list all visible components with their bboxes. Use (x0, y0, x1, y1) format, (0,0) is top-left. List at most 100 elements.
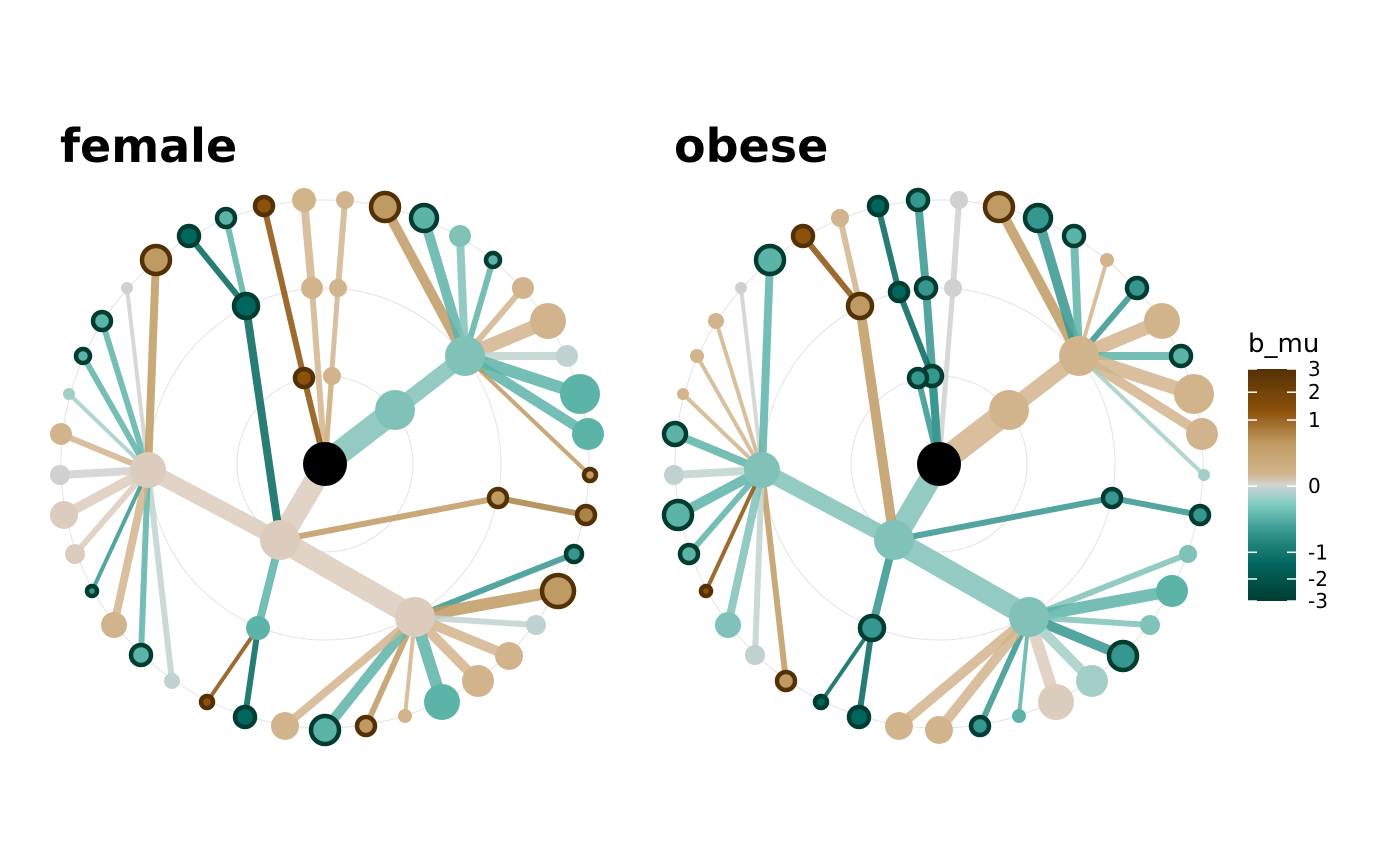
tree-node (1144, 303, 1180, 339)
tree-edge (282, 613, 418, 730)
tree-node (1076, 665, 1108, 697)
tree-node (395, 597, 435, 637)
tree-edge (994, 204, 1084, 359)
tree-node (661, 420, 689, 448)
tree-node (130, 452, 166, 488)
tree-edge (856, 627, 875, 718)
tree-node (449, 225, 471, 247)
tree-edge (758, 259, 774, 471)
legend-tick-label: 1 (1308, 408, 1321, 432)
legend-colorbar (1248, 369, 1296, 601)
tree-node (512, 277, 534, 299)
tree-node (368, 190, 402, 224)
tree-node (1124, 275, 1150, 301)
tree-node (677, 388, 689, 400)
tree-edge (893, 495, 1113, 543)
tree-edge (819, 626, 874, 704)
tree-edge (1111, 495, 1201, 518)
tree-node (462, 665, 494, 697)
tree-node (486, 486, 510, 510)
tree-node (563, 543, 585, 565)
tree-node (90, 309, 114, 333)
tree-node (530, 303, 566, 339)
tree-node (1179, 545, 1197, 563)
tree-node (1100, 253, 1114, 267)
tree-node (398, 709, 412, 723)
tree-edge (895, 613, 1033, 730)
tree-node (354, 714, 378, 738)
tree-edge (67, 392, 150, 472)
tree-edge (1028, 614, 1151, 628)
tree-edge (739, 287, 764, 471)
tree-node (139, 243, 173, 277)
tree-node (1168, 343, 1194, 369)
tree-edge (875, 205, 902, 293)
tree-node (301, 277, 323, 299)
tree-node (556, 345, 578, 367)
tree-node (408, 202, 440, 234)
tree-node (664, 465, 684, 485)
tree-node (84, 583, 100, 599)
tree-node (271, 712, 299, 740)
legend-tick-label: -1 (1308, 540, 1328, 564)
tree-node (121, 282, 133, 294)
tree-node (968, 714, 992, 738)
tree-edge (242, 627, 261, 718)
nodes-obese (661, 187, 1218, 744)
tree-node (445, 336, 485, 376)
tree-node (905, 187, 931, 213)
tree-node (661, 498, 695, 532)
tree-node (812, 693, 830, 711)
panel-title-obese: obese (674, 119, 828, 173)
tree-edge (72, 468, 151, 556)
tree-edge (144, 259, 160, 471)
tree-node (845, 291, 875, 321)
tree-edge (800, 234, 863, 308)
tree-node (1038, 684, 1074, 720)
tree-node (214, 206, 238, 230)
tree-node (744, 452, 780, 488)
tree-edge (144, 462, 284, 548)
tree-node (1198, 469, 1210, 481)
tree-node (677, 542, 701, 566)
tree-edge (138, 469, 151, 656)
tree-node (424, 684, 460, 720)
tree-node (1061, 223, 1087, 249)
tree-node (50, 423, 72, 445)
tree-edge (414, 614, 537, 628)
tree-edge (462, 351, 591, 439)
tree-edge (186, 234, 249, 308)
tree-edge (752, 469, 765, 656)
tree-node (176, 223, 202, 249)
tree-edge (1033, 216, 1084, 358)
tree-node (944, 279, 962, 297)
tree-node (495, 642, 523, 670)
tree-node (1106, 639, 1140, 673)
tree-node (887, 280, 911, 304)
tree-node (913, 275, 939, 301)
tree-edge (681, 392, 764, 472)
tree-edge (335, 199, 348, 289)
tree-edge (936, 287, 956, 465)
tree-node (925, 716, 953, 744)
tree-node (483, 250, 503, 270)
tree-node (982, 190, 1016, 224)
tree-edge (380, 204, 470, 359)
tree-node (73, 346, 93, 366)
tree-node (846, 704, 872, 730)
tree-node (1140, 615, 1160, 635)
tree-edge (242, 305, 284, 541)
tree-node (336, 191, 354, 209)
tree-node (526, 615, 546, 635)
tree-node (323, 367, 341, 385)
tree-edge (321, 613, 419, 734)
tree-edge (90, 469, 150, 592)
tree-node (831, 209, 849, 227)
panel-title-female: female (60, 119, 237, 173)
tree-node (164, 673, 180, 689)
tree-edge (99, 320, 151, 471)
legend-tick-label: -3 (1308, 589, 1328, 613)
tree-node (1012, 709, 1026, 723)
tree-node (1009, 597, 1049, 637)
tree-node (63, 388, 75, 400)
